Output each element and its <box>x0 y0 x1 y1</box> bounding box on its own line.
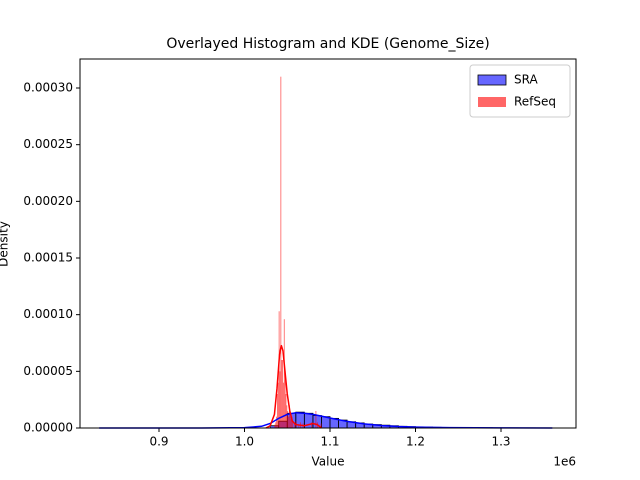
y-tick-label: 0.00015 <box>23 251 73 265</box>
y-tick-label: 0.00025 <box>23 137 73 151</box>
legend-swatch <box>477 74 507 86</box>
histogram-bar <box>291 416 293 428</box>
histogram-bar <box>290 418 292 428</box>
y-tick-label: 0.00000 <box>23 421 73 435</box>
histogram-bar <box>280 76 282 429</box>
histogram-bar <box>274 424 276 428</box>
y-tick-label: 0.00010 <box>23 307 73 321</box>
kde-line <box>265 345 322 429</box>
x-axis-label: Value <box>312 455 345 469</box>
legend-label: SRA <box>514 73 538 87</box>
plot-frame <box>79 58 577 429</box>
histogram-bar <box>281 360 283 428</box>
histogram-bar <box>282 382 284 428</box>
chart-title: Overlayed Histogram and KDE (Genome_Size… <box>166 36 489 52</box>
histogram-bar <box>276 394 278 428</box>
histogram-bar <box>315 411 317 428</box>
histogram-bar <box>276 416 277 428</box>
histogram-bar <box>288 405 290 428</box>
histogram-bar <box>294 423 295 428</box>
histogram-bar <box>288 416 289 428</box>
histogram-bar <box>311 422 313 428</box>
y-axis-label: Density <box>0 221 11 267</box>
x-tick-label: 1.2 <box>406 435 425 449</box>
legend-label: RefSeq <box>514 95 556 109</box>
x-tick-label: 1.0 <box>235 435 254 449</box>
x-offset-label: 1e6 <box>553 455 576 469</box>
y-tick-label: 0.00005 <box>23 364 73 378</box>
x-tick-label: 1.3 <box>491 435 510 449</box>
histogram-bar <box>284 371 286 428</box>
histogram-bar <box>287 411 289 428</box>
histogram-bar <box>277 382 279 428</box>
histogram-bar <box>289 416 291 428</box>
histogram-bar <box>320 423 322 428</box>
histogram-bar <box>282 360 283 428</box>
histogram-bar <box>292 422 294 428</box>
histogram-bar <box>298 424 300 428</box>
histogram-bar <box>275 422 277 428</box>
x-tick-label: 1.1 <box>320 435 339 449</box>
histogram-bar <box>285 394 287 428</box>
y-tick-label: 0.00030 <box>23 81 73 95</box>
y-tick-label: 0.00020 <box>23 194 73 208</box>
kde-line <box>99 411 553 429</box>
histogram-bar <box>279 371 281 428</box>
histogram-bar <box>286 405 288 428</box>
legend-swatch <box>478 97 506 107</box>
x-tick-label: 0.9 <box>149 435 168 449</box>
histogram-bar <box>283 319 285 428</box>
